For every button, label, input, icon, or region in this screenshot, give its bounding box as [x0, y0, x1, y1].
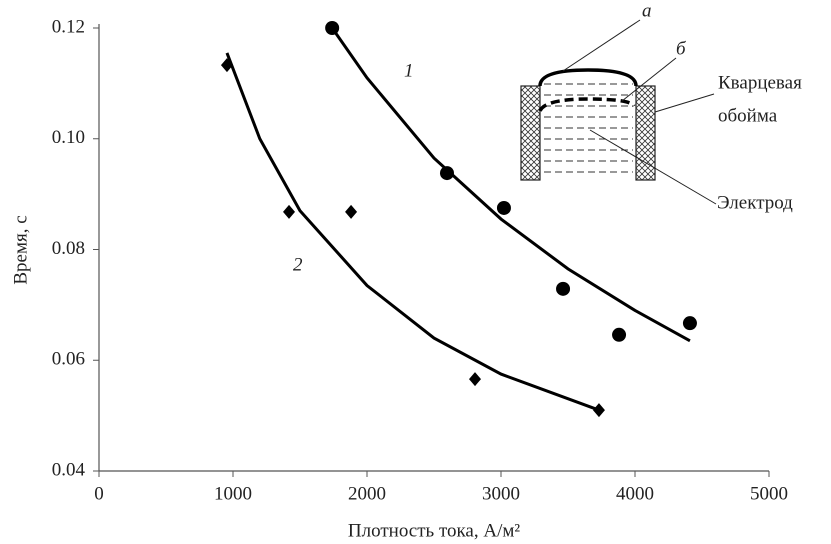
- x-tick-label: 3000: [482, 483, 520, 504]
- point: [592, 403, 605, 418]
- point: [345, 204, 358, 219]
- x-tick-label: 0: [94, 483, 104, 504]
- y-tick-label: 0.04: [52, 459, 86, 480]
- point: [612, 327, 627, 342]
- series-label: 1: [404, 60, 414, 81]
- inset-diagram: а б Кварцевая обойма Электрод: [520, 0, 802, 213]
- holder-label: обойма: [718, 105, 778, 126]
- point: [556, 281, 571, 296]
- point: [439, 166, 454, 181]
- y-tick-label: 0.06: [52, 349, 85, 370]
- leader: [562, 19, 641, 72]
- leader: [621, 57, 677, 102]
- electrode-label: Электрод: [717, 192, 793, 213]
- label-a: а: [642, 0, 652, 21]
- x-axis-label: Плотность тока, А/м²: [348, 520, 521, 541]
- arc-a: [538, 68, 638, 87]
- arc-b: [538, 97, 636, 112]
- y-tick-label: 0.08: [52, 238, 85, 259]
- y-axis-label: Время, с: [10, 215, 31, 284]
- x-tick-label: 1000: [214, 483, 252, 504]
- fit-curve: [330, 27, 691, 343]
- y-tick-label: 0.10: [52, 127, 85, 148]
- point: [283, 204, 296, 219]
- point: [469, 372, 482, 387]
- point: [496, 200, 511, 215]
- holder-wall: [635, 85, 656, 181]
- leader: [654, 93, 715, 113]
- fit-curve: [225, 52, 600, 412]
- holder-label: Кварцевая: [718, 72, 802, 93]
- leader: [589, 129, 717, 205]
- holder-wall: [520, 85, 541, 181]
- point: [325, 21, 340, 35]
- series-label: 2: [293, 254, 303, 275]
- electrode: [544, 83, 633, 173]
- point: [220, 58, 233, 73]
- y-tick-label: 0.12: [52, 16, 85, 37]
- point: [682, 316, 697, 331]
- x-tick-label: 2000: [348, 483, 386, 504]
- label-b: б: [676, 38, 687, 59]
- x-tick-label: 5000: [750, 483, 788, 504]
- x-tick-label: 4000: [616, 483, 654, 504]
